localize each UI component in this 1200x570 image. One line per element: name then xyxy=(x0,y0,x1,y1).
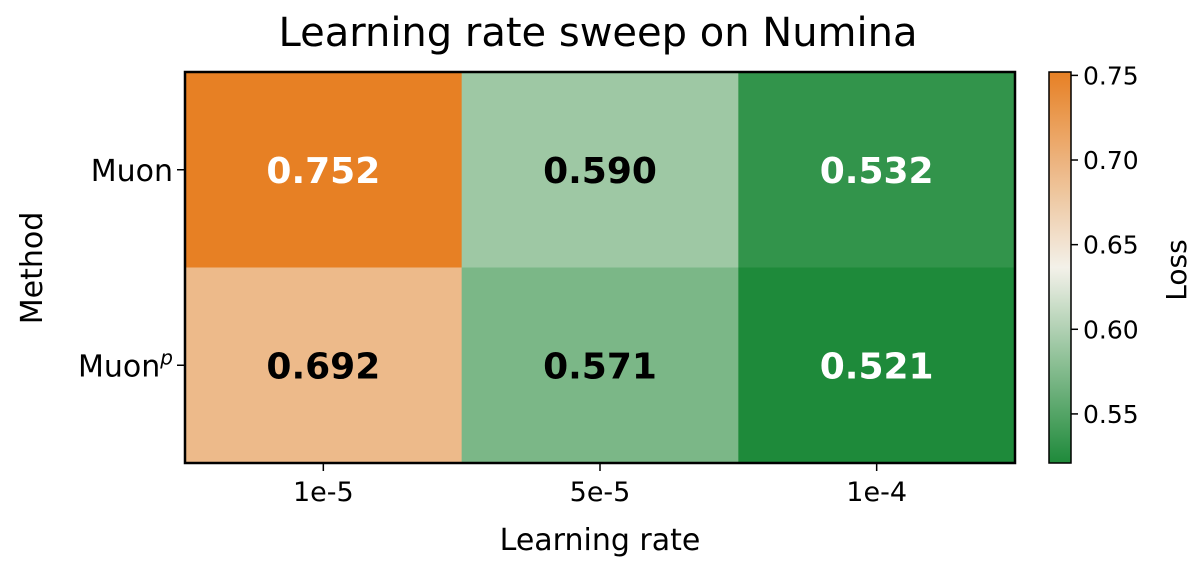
cell-value-label: 0.571 xyxy=(543,346,657,387)
x-tick-label: 1e-4 xyxy=(846,477,907,508)
cell-value-label: 0.752 xyxy=(266,151,380,192)
heatmap-cells xyxy=(185,72,1016,464)
heatmap-cell xyxy=(185,267,463,464)
cell-value-label: 0.532 xyxy=(820,151,934,192)
heatmap-cell xyxy=(738,72,1016,268)
x-axis-ticks: 1e-5 5e-5 1e-4 xyxy=(293,463,907,508)
heatmap-cell xyxy=(738,267,1016,464)
cell-value-label: 0.590 xyxy=(543,151,657,192)
colorbar-label: Loss xyxy=(1160,239,1193,300)
colorbar-ticks: 0.55 0.60 0.65 0.70 0.75 xyxy=(1071,61,1139,429)
x-tick-label: 5e-5 xyxy=(570,477,631,508)
cell-value-label: 0.521 xyxy=(820,346,934,387)
colorbar-tick-label: 0.70 xyxy=(1083,146,1139,175)
cell-value-labels: 0.752 0.590 0.532 0.692 0.571 0.521 xyxy=(266,151,933,388)
cell-value-label: 0.692 xyxy=(266,346,380,387)
colorbar-tick-label: 0.60 xyxy=(1083,315,1139,344)
y-tick-label: Muonp xyxy=(78,345,173,384)
colorbar-tick-label: 0.75 xyxy=(1083,61,1139,90)
y-tick-label: Muon xyxy=(91,154,173,189)
colorbar xyxy=(1048,71,1072,464)
colorbar-tick-label: 0.65 xyxy=(1083,231,1139,260)
x-axis-label: Learning rate xyxy=(500,523,701,558)
colorbar-tick-label: 0.55 xyxy=(1083,400,1139,429)
heatmap-cell xyxy=(185,72,463,268)
y-axis-label: Method xyxy=(15,212,50,325)
chart-title: Learning rate sweep on Numina xyxy=(279,10,918,56)
heatmap-cell xyxy=(461,267,739,464)
y-axis-ticks: Muon Muonp xyxy=(78,154,185,384)
x-tick-label: 1e-5 xyxy=(293,477,354,508)
heatmap-cell xyxy=(461,72,739,268)
